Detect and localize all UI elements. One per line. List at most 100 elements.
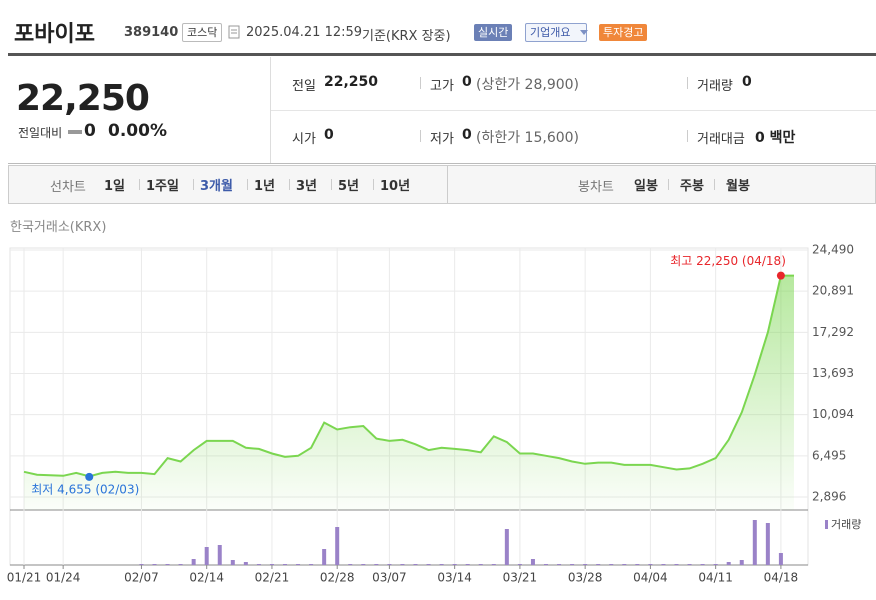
basis: 기준(KRX 장중): [362, 29, 451, 44]
x-tick-label: 03/07: [372, 571, 407, 585]
y-tick-label: 17,292: [812, 325, 854, 339]
plot-frame: [9, 247, 809, 566]
volume-bar: [622, 564, 627, 565]
period-tab[interactable]: 5년: [338, 179, 360, 194]
tab-sep: [193, 179, 194, 190]
volume-bar: [413, 564, 418, 565]
tab-sep: [373, 179, 374, 190]
legend-label: 거래량: [831, 518, 861, 531]
volume-bar: [465, 564, 470, 565]
realtime-button[interactable]: 실시간: [474, 24, 513, 41]
period-tab[interactable]: 1년: [254, 179, 276, 194]
volume-bar: [439, 564, 444, 565]
y-tick-label: 2,896: [812, 490, 846, 504]
volume-bar: [765, 523, 770, 565]
y-tick-label: 6,495: [812, 448, 846, 462]
volume-bar: [243, 562, 248, 565]
change-rate: 0.00%: [108, 121, 167, 141]
volume-bar: [452, 564, 457, 565]
volume-bar: [152, 564, 157, 565]
legend-swatch: [825, 520, 828, 529]
volume-bar: [544, 564, 548, 565]
volume-bar: [713, 564, 718, 565]
x-tick-label: 02/14: [189, 571, 224, 585]
info-value: 0: [324, 127, 334, 143]
info-label: 고가: [430, 79, 454, 94]
info-value: 0: [462, 127, 472, 143]
period-tab[interactable]: 3년: [296, 179, 318, 194]
volume-bar: [739, 560, 744, 565]
tab-sep: [139, 179, 140, 190]
tab-sep: [714, 179, 715, 190]
volume-bar: [256, 564, 261, 565]
x-tick-label: 03/14: [437, 571, 472, 585]
volume-bar: [778, 553, 783, 565]
x-tick-label: 04/04: [633, 571, 668, 585]
volume-bar: [387, 564, 392, 565]
market-badge: 코스닥: [182, 23, 223, 42]
volume-bar: [400, 564, 405, 565]
volume-bar: [309, 564, 314, 565]
x-tick-label: 03/28: [568, 571, 603, 585]
info-label: 저가: [430, 132, 454, 147]
tab-bar: [8, 165, 876, 204]
volume-bar: [635, 564, 640, 565]
period-tab[interactable]: 1주일: [146, 179, 179, 194]
volume-bar: [374, 564, 379, 565]
info-label: 거래량: [697, 79, 733, 94]
stock-code: 389140: [124, 25, 179, 40]
candle-tab[interactable]: 월봉: [726, 179, 750, 194]
volume-bar: [504, 529, 509, 565]
volume-bar: [426, 564, 431, 565]
volume-bar: [661, 564, 666, 565]
info-sep: [687, 77, 688, 89]
warning-button[interactable]: 투자경고: [599, 24, 648, 41]
change-label: 전일대비: [18, 126, 63, 140]
price-area: [24, 275, 794, 510]
info-value: 0: [462, 74, 472, 90]
candle-tab[interactable]: 주봉: [680, 179, 704, 194]
x-tick-label: 04/11: [698, 571, 733, 585]
volume-bar: [596, 564, 601, 565]
volume-bar: [178, 564, 183, 565]
info-sep: [687, 130, 688, 142]
volume-bar: [583, 564, 588, 565]
tab-sep: [447, 166, 448, 203]
x-tick-label: 03/21: [503, 571, 538, 585]
volume-bar: [491, 564, 496, 565]
y-tick-label: 13,693: [812, 366, 854, 380]
info-sep: [420, 130, 421, 142]
volume-bar: [687, 564, 692, 565]
annotation-text: 최저 4,655 (02/03): [31, 482, 139, 496]
info-label: 전일: [292, 79, 316, 94]
volume-bar: [296, 564, 301, 565]
period-tab[interactable]: 3개월: [200, 179, 233, 194]
period-tab[interactable]: 1일: [104, 179, 126, 194]
x-tick-label: 01/21: [7, 571, 42, 585]
candle-tab[interactable]: 일봉: [634, 179, 658, 194]
x-tick-label: 02/07: [124, 571, 159, 585]
info-value: 22,250: [324, 74, 379, 90]
volume-bar: [700, 564, 705, 565]
x-tick-label: 01/24: [46, 571, 81, 585]
volume-bar: [269, 564, 274, 565]
volume-bar: [217, 545, 222, 565]
candle-chart-label: 봉차트: [578, 180, 614, 195]
volume-bar: [530, 559, 535, 565]
annotation-marker: [776, 271, 785, 280]
summary-box: [8, 57, 876, 164]
volume-bar: [230, 560, 235, 565]
divider: [8, 53, 876, 56]
stock-name: 포바이포: [14, 22, 95, 47]
datetime: 2025.04.21 12:59: [246, 25, 363, 40]
info-value: 0: [742, 74, 752, 90]
volume-bar: [361, 564, 366, 565]
x-tick-label: 02/21: [255, 571, 290, 585]
row-sep: [271, 110, 876, 111]
volume-bar: [204, 547, 209, 565]
company-button[interactable]: 기업개요: [525, 23, 588, 42]
volume-bar: [570, 564, 575, 565]
change: 0: [84, 121, 96, 141]
period-tab[interactable]: 10년: [380, 179, 411, 194]
volume-bar: [648, 564, 653, 565]
